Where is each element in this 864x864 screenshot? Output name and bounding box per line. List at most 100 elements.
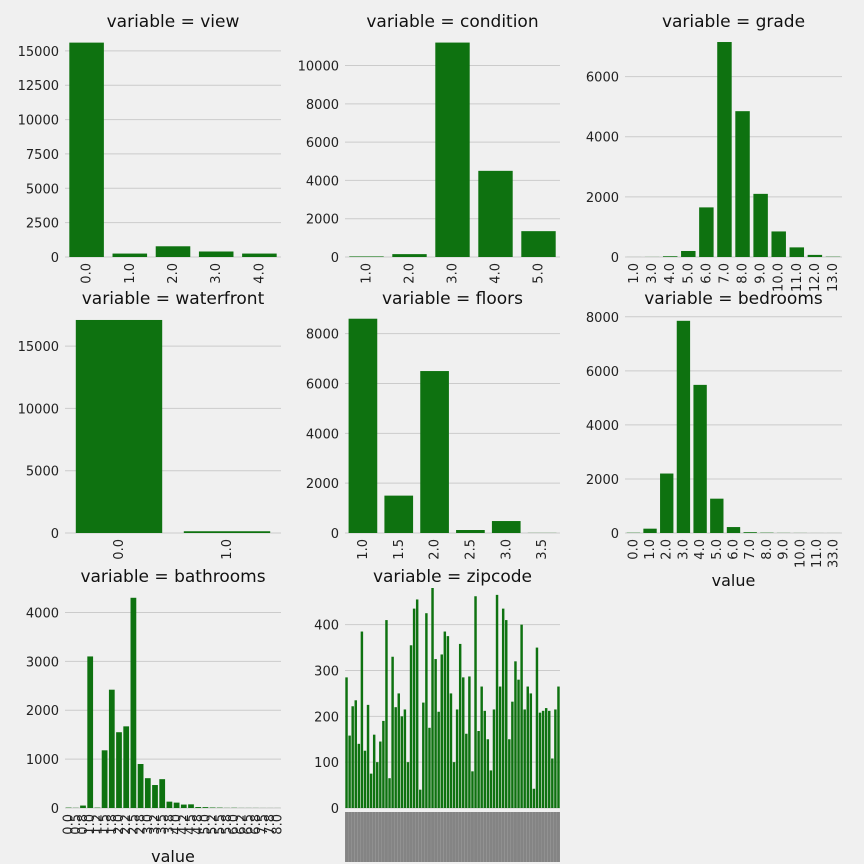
bar	[771, 231, 786, 257]
x-tick-label: 7.0	[743, 539, 758, 560]
x-tick-mark	[467, 812, 471, 862]
bar	[351, 706, 354, 808]
x-tick-label: 0.0	[112, 539, 127, 560]
x-tick-label: 4.2	[177, 814, 192, 835]
y-tick-label: 0	[51, 527, 59, 542]
bar	[489, 770, 493, 808]
bar	[478, 170, 513, 257]
bar	[789, 247, 805, 257]
x-tick-mark	[446, 812, 450, 862]
x-tick-label: 4.0	[663, 263, 678, 284]
x-tick-mark	[384, 812, 388, 862]
x-tick-label: 7.0	[717, 263, 732, 284]
x-tick-label: 1.8	[105, 814, 120, 835]
bar	[693, 384, 707, 533]
bar	[188, 804, 194, 808]
x-tick-mark	[535, 812, 539, 862]
bar	[112, 253, 148, 257]
x-tick-label: 0.5	[69, 814, 84, 835]
x-tick-label: 1.0	[627, 263, 642, 284]
y-tick-label: 12500	[18, 79, 59, 94]
x-tick-mark	[464, 812, 468, 862]
x-tick-label: 1.0	[83, 814, 98, 835]
x-tick-mark	[397, 812, 401, 862]
y-tick-label: 0	[611, 251, 619, 266]
bar	[101, 750, 108, 808]
x-tick-label: 13.0	[826, 263, 841, 292]
bar	[385, 620, 388, 808]
bar	[363, 750, 367, 808]
x-tick-label: 0.0	[80, 263, 95, 284]
bar	[699, 207, 714, 257]
x-tick-label: 33.0	[827, 539, 842, 568]
x-tick-label: 2.0	[112, 814, 127, 835]
bar	[384, 495, 414, 533]
bar	[449, 693, 453, 808]
bar	[180, 804, 187, 808]
y-tick-label: 8000	[306, 328, 339, 343]
x-tick-mark	[351, 812, 355, 862]
x-tick-mark	[391, 812, 395, 862]
y-tick-label: 300	[314, 665, 339, 680]
bar	[152, 785, 158, 808]
x-tick-label: 5.0	[710, 539, 725, 560]
x-tick-label: 10.0	[772, 263, 787, 292]
x-tick-label: 11.0	[790, 263, 805, 292]
panel-7: 0 100 200 300 400 variable = zipcode	[314, 567, 560, 862]
x-tick-mark	[418, 812, 422, 862]
x-tick-mark	[455, 812, 459, 862]
y-tick-label: 5000	[26, 182, 59, 197]
bar	[474, 596, 477, 808]
x-tick-mark	[443, 812, 447, 862]
x-tick-mark	[369, 812, 373, 862]
bar	[392, 254, 427, 257]
x-tick-label: 6.0	[699, 263, 714, 284]
panel-title: variable = zipcode	[373, 567, 532, 587]
x-tick-mark	[357, 812, 361, 862]
x-tick-mark	[394, 812, 398, 862]
y-tick-label: 2000	[586, 191, 619, 206]
y-tick-label: 2000	[586, 473, 619, 488]
bar	[544, 708, 548, 808]
bar	[357, 743, 361, 808]
y-tick-label: 7500	[26, 148, 59, 163]
x-tick-label: 10.0	[793, 539, 808, 568]
x-tick-mark	[501, 812, 505, 862]
panel-2: 0 2000 4000 6000 1.0 3.0 4.0 5.0 6.0 7.0 8.0 9.0 10.…	[586, 12, 842, 292]
bar	[492, 709, 496, 808]
x-tick-label: 2.0	[403, 263, 418, 284]
y-tick-label: 8000	[586, 311, 619, 326]
bar	[468, 676, 471, 808]
bar	[743, 532, 757, 533]
x-tick-label: 2.8	[134, 814, 149, 835]
x-tick-mark	[507, 812, 511, 862]
y-tick-label: 0	[331, 802, 339, 817]
x-tick-mark	[526, 812, 530, 862]
x-tick-mark	[510, 812, 514, 862]
x-tick-label: 6.8	[249, 814, 264, 835]
panel-title: variable = bathrooms	[80, 567, 265, 587]
bar	[137, 764, 144, 808]
x-tick-label: 4.0	[170, 814, 185, 835]
bar	[431, 588, 434, 808]
x-tick-mark	[541, 812, 545, 862]
y-tick-label: 6000	[306, 378, 339, 393]
bar	[458, 643, 462, 808]
bar	[480, 686, 483, 808]
bar	[643, 528, 657, 533]
x-tick-mark	[440, 812, 444, 862]
bar	[523, 709, 526, 808]
bar	[435, 42, 470, 258]
x-tick-mark	[354, 812, 358, 862]
x-tick-label: 5.2	[206, 814, 221, 835]
bar	[409, 645, 413, 808]
panel-title: variable = waterfront	[82, 289, 265, 309]
bar	[406, 762, 410, 808]
x-tick-mark	[474, 812, 478, 862]
x-tick-mark	[424, 812, 428, 862]
bar	[526, 686, 529, 808]
x-tick-mark	[458, 812, 462, 862]
x-tick-mark	[452, 812, 456, 862]
bar	[382, 720, 385, 808]
bar	[486, 739, 490, 808]
